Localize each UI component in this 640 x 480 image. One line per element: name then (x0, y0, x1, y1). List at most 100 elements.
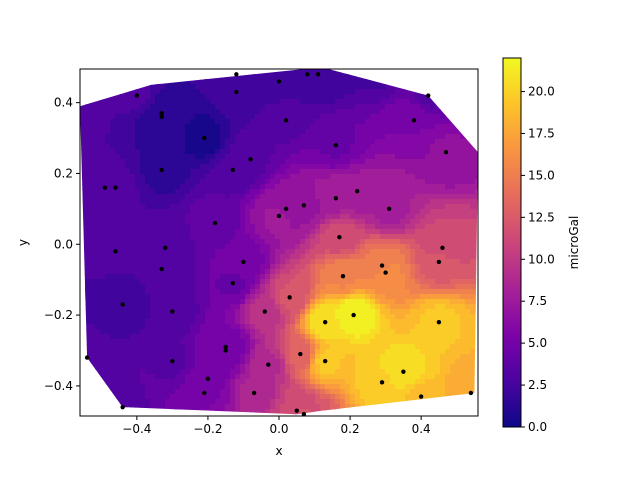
contour-cell (295, 274, 301, 280)
contour-cell (420, 384, 426, 390)
contour-cell (360, 69, 366, 75)
contour-cell (340, 304, 346, 310)
contour-cell (340, 199, 346, 205)
contour-cell (340, 369, 346, 375)
contour-cell (345, 94, 351, 100)
contour-cell (425, 144, 431, 150)
contour-cell (95, 304, 101, 310)
contour-cell (295, 104, 301, 110)
contour-cell (205, 354, 211, 360)
contour-cell (365, 184, 371, 190)
contour-cell (205, 249, 211, 255)
contour-cell (380, 154, 386, 160)
contour-cell (115, 364, 121, 370)
contour-cell (295, 314, 301, 320)
contour-cell (165, 169, 171, 175)
contour-cell (350, 309, 356, 315)
contour-cell (235, 259, 241, 265)
contour-cell (110, 214, 116, 220)
contour-cell (260, 304, 266, 310)
contour-cell (365, 174, 371, 180)
contour-cell (395, 379, 401, 385)
contour-cell (430, 244, 436, 250)
contour-cell (80, 149, 86, 155)
contour-cell (425, 259, 431, 265)
contour-cell (380, 364, 386, 370)
contour-cell (370, 159, 376, 165)
contour-cell (195, 154, 201, 160)
contour-cell (390, 159, 396, 165)
contour-cell (335, 219, 341, 225)
contour-cell (255, 199, 261, 205)
contour-cell (270, 164, 276, 170)
contour-cell (405, 129, 411, 135)
contour-cell (405, 134, 411, 140)
contour-cell (105, 409, 111, 415)
contour-cell (295, 359, 301, 365)
contour-cell (200, 114, 206, 120)
contour-cell (235, 229, 241, 235)
contour-cell (190, 414, 196, 415)
contour-cell (220, 404, 226, 410)
contour-cell (125, 89, 131, 95)
contour-cell (215, 144, 221, 150)
contour-cell (395, 414, 401, 415)
contour-cell (270, 209, 276, 215)
contour-cell (390, 379, 396, 385)
contour-cell (335, 354, 341, 360)
contour-cell (355, 264, 361, 270)
contour-cell (115, 394, 121, 400)
contour-cell (150, 314, 156, 320)
contour-cell (250, 244, 256, 250)
contour-cell (320, 109, 326, 115)
contour-cell (105, 324, 111, 330)
contour-cell (80, 414, 86, 415)
contour-cell (260, 139, 266, 145)
contour-cell (395, 99, 401, 105)
contour-cell (155, 249, 161, 255)
contour-cell (310, 344, 316, 350)
contour-cell (425, 404, 431, 410)
contour-cell (395, 149, 401, 155)
contour-cell (415, 189, 421, 195)
contour-cell (275, 399, 281, 405)
contour-cell (195, 339, 201, 345)
contour-cell (130, 189, 136, 195)
contour-cell (120, 169, 126, 175)
contour-cell (290, 414, 296, 415)
contour-cell (190, 219, 196, 225)
contour-cell (210, 364, 216, 370)
contour-cell (350, 224, 356, 230)
contour-cell (200, 279, 206, 285)
contour-cell (380, 319, 386, 325)
contour-cell (285, 394, 291, 400)
contour-cell (155, 274, 161, 280)
contour-cell (415, 254, 421, 260)
contour-cell (365, 144, 371, 150)
contour-cell (330, 304, 336, 310)
contour-cell (140, 164, 146, 170)
contour-cell (155, 264, 161, 270)
contour-cell (170, 159, 176, 165)
contour-cell (390, 194, 396, 200)
contour-cell (270, 259, 276, 265)
contour-cell (285, 119, 291, 125)
contour-cell (90, 404, 96, 410)
contour-cell (95, 359, 101, 365)
contour-cell (280, 229, 286, 235)
contour-cell (110, 219, 116, 225)
contour-cell (235, 384, 241, 390)
contour-cell (415, 204, 421, 210)
contour-cell (385, 289, 391, 295)
contour-cell (300, 299, 306, 305)
contour-cell (225, 129, 231, 135)
contour-cell (115, 374, 121, 380)
contour-cell (110, 149, 116, 155)
contour-cell (100, 219, 106, 225)
contour-cell (370, 179, 376, 185)
contour-cell (355, 294, 361, 300)
contour-cell (105, 109, 111, 115)
contour-cell (270, 189, 276, 195)
contour-cell (255, 344, 261, 350)
contour-cell (390, 69, 396, 75)
